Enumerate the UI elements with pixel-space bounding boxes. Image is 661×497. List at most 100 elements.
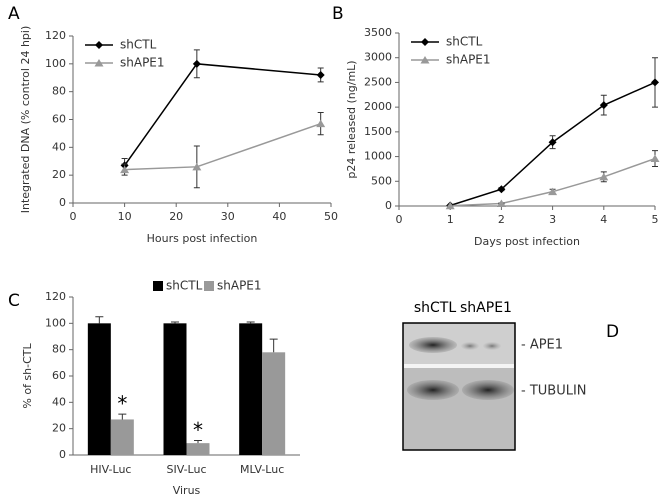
marker [316,119,326,128]
marker [497,185,506,194]
y-tick-label: 20 [52,422,66,435]
x-tick-label: 50 [324,210,338,223]
y-tick-label: 3500 [364,26,392,39]
marker [316,70,325,79]
bar [186,443,210,455]
significance-label: * [117,392,127,416]
error-bar [171,321,179,324]
y-tick-label: 100 [45,57,66,70]
error-bar [269,338,278,353]
x-tick-label: 30 [221,210,235,223]
line [124,122,321,171]
significance-label: * [193,418,203,442]
blot-band [409,337,457,353]
y-axis-label: % of sh-CTL [21,343,34,409]
legend-swatch [204,281,214,291]
error-bar [118,413,127,420]
blot-band [407,380,459,400]
x-tick-label: 2 [498,213,505,226]
x-tick-label: 0 [396,213,403,226]
error-bar [246,321,255,324]
legend-label: shAPE1 [120,56,165,70]
y-tick-label: 120 [45,29,66,42]
marker [650,154,660,163]
legend-label: shCTL [446,35,483,49]
blot-column: shCTL [414,300,456,316]
y-tick-label: 1000 [364,150,392,163]
line [450,157,656,207]
x-tick-label: HIV-Luc [90,463,131,476]
marker [548,138,557,147]
y-tick-label: 20 [52,168,66,181]
legend-label: shCTL [166,279,203,293]
y-axis-label: Integrated DNA (% control 24 hpi) [19,26,32,213]
legend-marker [421,38,429,46]
panel-label: C [8,291,20,311]
x-tick-label: 20 [169,210,183,223]
y-tick-label: 0 [385,199,392,212]
marker [548,187,558,196]
y-tick-label: 500 [371,174,392,187]
legend-marker [95,41,103,49]
y-tick-label: 2000 [364,100,392,113]
y-tick-label: 60 [52,113,66,126]
x-tick-label: MLV-Luc [240,463,284,476]
y-tick-label: 0 [59,196,66,209]
x-tick-label: 3 [549,213,556,226]
marker [651,78,659,87]
legend-label: shAPE1 [446,53,491,67]
x-tick-label: 0 [70,210,77,223]
marker [192,59,201,68]
marker [496,199,506,208]
blot-panel: D shCTL shAPE1 - APE1 - TUBULIN [402,300,619,451]
legend-label: shAPE1 [217,279,262,293]
marker [445,201,455,210]
error-bar [95,316,104,324]
legend-marker [420,56,430,64]
y-tick-label: 2500 [364,75,392,88]
blot-column: shAPE1 [460,300,512,316]
x-tick-label: 10 [118,210,132,223]
legend-marker [94,59,104,67]
bar [87,323,111,455]
y-tick-label: 40 [52,140,66,153]
y-axis-label: p24 released (ng/mL) [345,60,358,178]
marker [599,172,609,181]
marker [599,101,608,110]
blot-band-label: - TUBULIN [521,384,587,399]
x-axis-label: Days post infection [474,235,580,248]
panel-label: D [606,322,619,342]
blot-band [462,380,514,400]
marker [192,162,202,171]
blot-band-label: - APE1 [521,338,563,353]
y-tick-label: 0 [59,448,66,461]
x-tick-label: 5 [652,213,659,226]
y-tick-label: 3000 [364,51,392,64]
error-bar [194,440,202,444]
blot-band [483,342,501,350]
blot-gap [404,364,514,368]
bar [110,419,134,455]
y-tick-label: 60 [52,369,66,382]
line [123,63,321,166]
bar [163,323,187,455]
marker [120,165,130,174]
y-tick-label: 40 [52,395,66,408]
bar [262,352,286,455]
y-tick-label: 80 [52,343,66,356]
blot-strip [404,368,514,449]
x-tick-label: SIV-Luc [166,463,206,476]
legend-label: shCTL [120,38,157,52]
y-tick-label: 120 [45,290,66,303]
panel-label: A [8,4,20,24]
panel-label: B [332,4,344,24]
y-tick-label: 1500 [364,125,392,138]
legend-swatch [153,281,163,291]
x-axis-label: Hours post infection [147,232,258,245]
y-tick-label: 100 [45,316,66,329]
blot-band [461,342,479,350]
y-tick-label: 80 [52,85,66,98]
x-tick-label: 40 [272,210,286,223]
x-tick-label: 1 [447,213,454,226]
